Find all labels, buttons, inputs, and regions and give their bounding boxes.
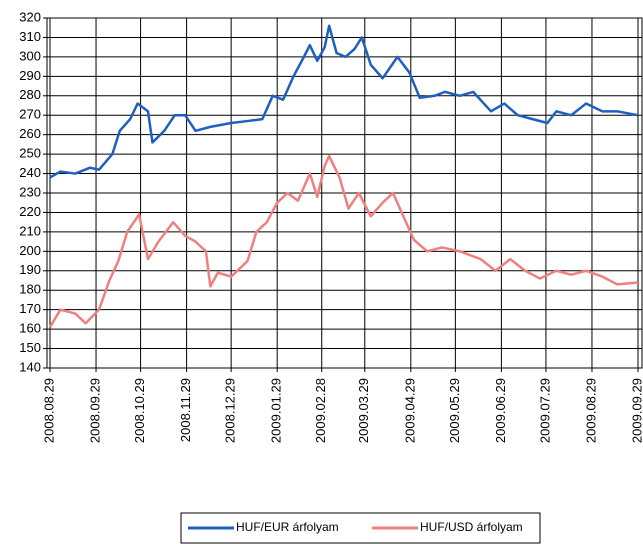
legend-box (180, 512, 541, 544)
y-tick-label: 230 (19, 184, 41, 199)
x-tick-label: 2008.10.29 (132, 378, 147, 443)
x-tick-label: 2008.09.29 (87, 378, 102, 443)
x-tick-label: 2008.11.29 (178, 378, 193, 442)
y-tick-label: 310 (19, 29, 41, 44)
x-tick-label: 2009.05.29 (447, 378, 462, 443)
y-tick-label: 200 (19, 243, 41, 258)
y-tick-label: 220 (19, 204, 41, 219)
legend-label: HUF/USD árfolyam (420, 520, 523, 534)
x-tick-label: 2009.06.29 (493, 378, 508, 443)
x-tick-label: 2009.07.29 (537, 378, 552, 443)
series-line (49, 24, 639, 179)
y-tick-label: 300 (19, 48, 41, 63)
series-line (48, 154, 639, 328)
x-tick-label: 2009.02.28 (313, 378, 328, 443)
x-tick-label: 2008.08.29 (41, 378, 56, 443)
y-tick-label: 170 (19, 301, 41, 316)
x-tick-label: 2009.03.29 (356, 378, 371, 443)
legend-label: HUF/EUR árfolyam (236, 520, 339, 534)
x-tick-label: 2009.09.29 (629, 378, 643, 443)
y-tick-label: 210 (19, 223, 41, 238)
y-tick-label: 190 (19, 262, 41, 277)
x-tick-label: 2008.12.29 (223, 378, 238, 443)
y-tick-label: 150 (19, 340, 41, 355)
y-tick-label: 180 (19, 282, 41, 297)
x-tick-label: 2009.01.29 (269, 378, 284, 443)
y-tick-label: 240 (19, 165, 41, 180)
y-tick-label: 320 (19, 9, 41, 24)
x-tick-label: 2009.08.29 (583, 378, 598, 443)
y-tick-label: 160 (19, 321, 41, 336)
y-tick-label: 290 (19, 68, 41, 83)
y-tick-label: 250 (19, 146, 41, 161)
y-tick-label: 260 (19, 126, 41, 141)
x-tick-label: 2009.04.29 (402, 378, 417, 443)
y-tick-label: 270 (19, 107, 41, 122)
y-tick-label: 280 (19, 87, 41, 102)
y-tick-label: 140 (19, 359, 41, 374)
